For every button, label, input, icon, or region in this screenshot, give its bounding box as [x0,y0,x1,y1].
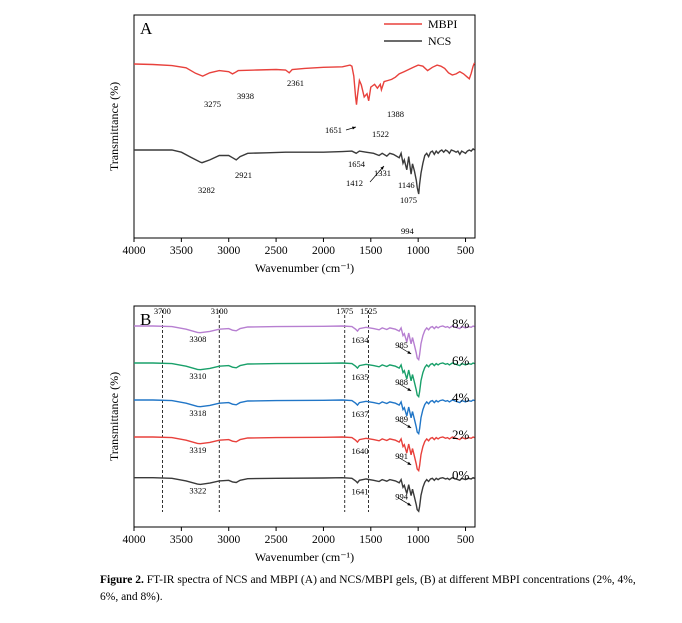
panel-a-peak-label-1331: 1331 [374,168,391,178]
panel-a-x-tick-label-2000: 2000 [312,245,335,257]
panel-a-x-tick-label-3000: 3000 [217,245,240,257]
panel-b-peak-cos-0pct: 994 [395,492,409,502]
panel-a-peak-label-994: 994 [401,226,415,236]
panel-b-peak-oh-6pct: 3310 [189,371,206,381]
panel-b-arrow-4pct-head [407,424,412,428]
panel-a-peak-label-3275: 3275 [204,99,221,109]
panel-b-reference-label-3700: 3700 [154,306,171,316]
panel-b-series-8pct-line [134,325,475,362]
panel-a-x-axis-title: Wavenumber (cm⁻¹) [255,261,354,275]
panel-b-peak-amide-2pct: 1640 [352,446,369,456]
panel-b-x-tick-label-3000: 3000 [217,534,240,546]
caption-text: FT-IR spectra of NCS and MBPI (A) and NC… [100,574,636,603]
panel-b-series-label-4pct: 4% [452,390,470,405]
panel-a-x-tick-label-2500: 2500 [265,245,288,257]
panel-a-peak-label-2361: 2361 [287,78,304,88]
panel-a-series-ncs-line [134,147,475,195]
panel-a-peak-label-1654: 1654 [348,159,366,169]
panel-a-arrow-1651-head [352,126,356,130]
panel-b-y-axis-title: Transmittance (%) [107,372,121,461]
panel-b-peak-amide-8pct: 1634 [352,335,370,345]
panel-b-x-tick-label-3500: 3500 [170,534,193,546]
panel-a-peak-label-1146: 1146 [398,180,415,190]
panel-a-x-tick-label-1500: 1500 [359,245,382,257]
panel-b-x-tick-label-2500: 2500 [265,534,288,546]
legend-label-ncs: NCS [428,34,451,48]
panel-a-peak-label-1388: 1388 [387,109,404,119]
panel-b-reference-label-3100: 3100 [211,306,228,316]
panel-a-y-axis-title: Transmittance (%) [107,82,121,171]
panel-b-x-axis-title: Wavenumber (cm⁻¹) [255,550,354,564]
panel-b-peak-oh-8pct: 3308 [189,334,206,344]
panel-b-peak-amide-4pct: 1637 [352,409,369,419]
panel-b-arrow-2pct-head [407,461,412,465]
panel-b-x-tick-label-2000: 2000 [312,534,335,546]
panel-b-series-label-8pct: 8% [452,316,470,331]
panel-b-series-label-6pct: 6% [452,353,470,368]
panel-b-panel-label: B [140,310,151,329]
panel-b-x-tick-label-500: 500 [457,534,475,546]
panel-a-arrow-1412-head [380,166,384,170]
panel-b-peak-amide-6pct: 1635 [352,372,369,382]
panel-a-peak-label-3282: 3282 [198,185,215,195]
panel-a-x-tick-label-500: 500 [457,245,475,257]
panel-b-peak-oh-0pct: 3322 [189,486,206,496]
panel-b-x-tick-label-4000: 4000 [123,534,146,546]
panel-a-series-mbpi-line [133,62,476,105]
panel-b-peak-cos-6pct: 988 [395,377,408,387]
panel-b-series-2pct-line [134,436,475,473]
panel-b-series-label-2pct: 2% [452,427,470,442]
panel-b-series-0pct-line [134,476,475,513]
panel-b-series-6pct-line [134,362,475,399]
panel-a-peak-label-1651: 1651 [325,125,342,135]
legend-label-mbpi: MBPI [428,17,457,31]
panel-b-peak-oh-2pct: 3319 [189,445,206,455]
panel-b-plot-frame [133,305,476,528]
panel-a-peak-label-2921: 2921 [235,170,252,180]
panel-a-peak-label-1412: 1412 [346,178,363,188]
panel-a-peak-label-3938: 3938 [237,91,254,101]
caption-label: Figure 2. [100,574,144,586]
panel-a-peak-label-1075: 1075 [400,195,417,205]
panel-a-x-tick-label-4000: 4000 [123,245,146,257]
panel-b-series-label-0pct: 0% [452,468,470,483]
panel-a-panel-label: A [140,19,153,38]
panel-b-arrow-6pct-head [407,387,412,391]
panel-b-peak-cos-4pct: 989 [395,414,408,424]
panel-b-arrow-8pct-head [407,350,412,354]
panel-b-x-tick-label-1000: 1000 [407,534,430,546]
panel-b-reference-label-1525: 1525 [360,306,377,316]
panel-b-x-tick-label-1500: 1500 [359,534,382,546]
panel-b-reference-label-1775: 1775 [336,306,353,316]
panel-a-x-tick-label-1000: 1000 [407,245,430,257]
panel-b-series-4pct-line [134,399,475,436]
panel-a-plot-frame [133,14,476,239]
panel-b-peak-cos-2pct: 991 [395,451,408,461]
panel-b-peak-amide-0pct: 1641 [352,487,369,497]
panel-a-peak-label-1522: 1522 [372,129,389,139]
panel-a-x-tick-label-3500: 3500 [170,245,193,257]
panel-b-peak-oh-4pct: 3318 [189,408,206,418]
figure-caption: Figure 2. FT-IR spectra of NCS and MBPI … [100,572,645,606]
panel-b-peak-cos-8pct: 985 [395,340,408,350]
panel-b-arrow-0pct-head [407,502,412,506]
